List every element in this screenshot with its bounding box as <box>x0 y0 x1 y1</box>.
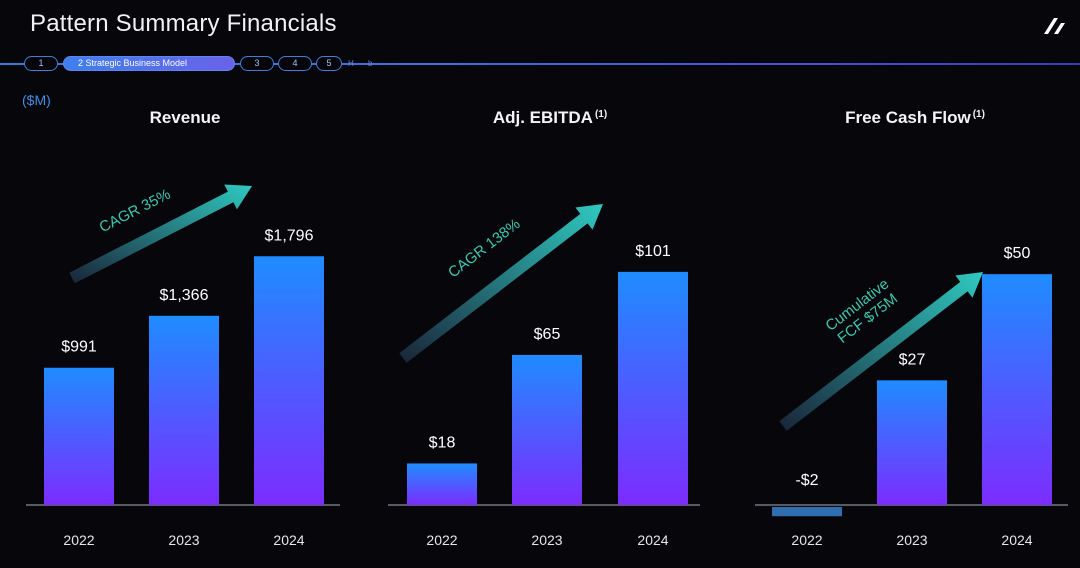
fcf-category-label-2022: 2022 <box>791 532 822 548</box>
step-2-active[interactable]: 2 Strategic Business Model <box>63 56 235 71</box>
fcf-value-label-2024: $50 <box>1004 245 1031 262</box>
revenue-value-label-2023: $1,366 <box>160 287 209 304</box>
revenue-value-label-2022: $991 <box>61 339 97 356</box>
fcf-value-label-2023: $27 <box>899 351 926 368</box>
fcf-value-label-2022: -$2 <box>795 472 818 489</box>
fcf-title-text: Free Cash Flow <box>845 108 971 127</box>
ebitda-category-label-2024: 2024 <box>637 532 668 548</box>
ebitda-category-label-2023: 2023 <box>531 532 562 548</box>
step-5[interactable]: 5 <box>316 56 342 71</box>
units-label: ($M) <box>22 92 51 108</box>
ebitda-title-text: Adj. EBITDA <box>492 108 593 127</box>
step-trailing-2: b <box>368 59 373 68</box>
revenue-title-text: Revenue <box>149 108 221 127</box>
revenue-title: Revenue <box>130 108 240 128</box>
step-2-label: 2 Strategic Business Model <box>78 58 188 68</box>
revenue-bar-2022 <box>44 367 114 505</box>
revenue-growth-arrow <box>69 184 252 284</box>
fcf-title: Free Cash Flow (1) <box>815 108 1015 128</box>
fcf-footnote: (1) <box>972 109 985 120</box>
step-5-label: 5 <box>326 58 332 68</box>
revenue-category-label-2023: 2023 <box>168 532 199 548</box>
fcf-category-label-2023: 2023 <box>896 532 927 548</box>
step-3[interactable]: 3 <box>240 56 274 71</box>
ebitda-category-label-2022: 2022 <box>426 532 457 548</box>
ebitda-value-label-2022: $18 <box>429 434 456 451</box>
fcf-bar-2024 <box>982 274 1052 505</box>
fcf-category-label-2024: 2024 <box>1001 532 1032 548</box>
ebitda-value-label-2024: $101 <box>635 243 671 260</box>
step-1[interactable]: 1 <box>24 56 58 71</box>
ebitda-footnote: (1) <box>594 109 608 120</box>
ebitda-title: Adj. EBITDA (1) <box>470 108 630 128</box>
revenue-category-label-2024: 2024 <box>273 532 304 548</box>
step-4-label: 4 <box>292 58 298 68</box>
fcf-bar-2023 <box>877 380 947 505</box>
step-trailing-1: H <box>348 59 354 68</box>
stepper-track <box>0 63 1080 65</box>
fcf-bar-2022 <box>772 507 842 517</box>
revenue-bar-2024 <box>254 256 324 505</box>
ebitda-value-label-2023: $65 <box>534 326 561 343</box>
revenue-bar-2023 <box>149 315 219 505</box>
ebitda-growth-arrow <box>399 204 603 363</box>
revenue-category-label-2022: 2022 <box>63 532 94 548</box>
ebitda-bar-2022 <box>407 463 477 505</box>
revenue-value-label-2024: $1,796 <box>265 227 314 244</box>
page-title: Pattern Summary Financials <box>30 10 337 37</box>
step-1-label: 1 <box>38 58 44 68</box>
fcf-growth-arrow <box>779 272 983 431</box>
ebitda-bar-2024 <box>618 271 688 505</box>
step-4[interactable]: 4 <box>278 56 312 71</box>
slash-logo-icon <box>1044 18 1065 34</box>
step-3-label: 3 <box>254 58 260 68</box>
ebitda-bar-2023 <box>512 354 582 505</box>
